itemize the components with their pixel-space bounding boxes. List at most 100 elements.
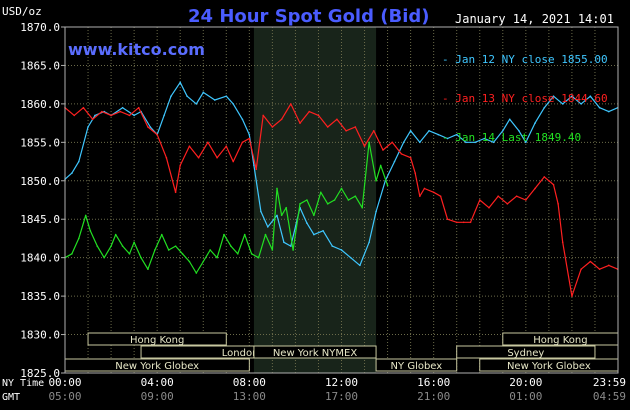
session-bar xyxy=(456,345,596,359)
series-point-1 xyxy=(207,141,209,144)
session-label: New York NYMEX xyxy=(273,348,358,359)
series-point-2 xyxy=(306,199,308,201)
y-tick-label: 1870.0 xyxy=(20,21,60,34)
series-point-1 xyxy=(255,168,258,171)
series-point-0 xyxy=(133,114,135,117)
nymex-band xyxy=(253,27,377,373)
series-point-1 xyxy=(232,160,235,163)
series-point-0 xyxy=(179,81,182,84)
unit-label: USD/oz xyxy=(2,5,42,18)
x-tick-label-ny: 00:00 xyxy=(48,376,81,389)
series-point-1 xyxy=(552,183,555,186)
series-point-2 xyxy=(319,191,322,194)
y-tick-label: 1860.0 xyxy=(20,98,60,111)
x-tick-label-ny: 12:00 xyxy=(325,376,358,389)
series-point-1 xyxy=(409,156,412,159)
series-point-0 xyxy=(428,130,430,132)
series-point-1 xyxy=(110,114,112,117)
series-point-0 xyxy=(266,226,269,228)
series-point-2 xyxy=(128,253,131,255)
series-point-0 xyxy=(241,118,244,121)
series-point-1 xyxy=(188,145,191,147)
series-point-0 xyxy=(580,103,582,105)
series-point-2 xyxy=(333,199,336,201)
series-point-1 xyxy=(299,122,301,124)
x-tick-label-gmt: 17:00 xyxy=(325,390,358,403)
series-point-1 xyxy=(469,221,472,224)
series-point-2 xyxy=(167,249,170,251)
series-point-0 xyxy=(543,106,546,109)
series-point-2 xyxy=(276,187,278,190)
series-point-2 xyxy=(154,249,156,251)
series-point-2 xyxy=(257,256,260,259)
series-point-0 xyxy=(260,210,262,213)
series-point-0 xyxy=(186,95,188,97)
series-point-2 xyxy=(121,245,124,247)
series-point-0 xyxy=(419,141,421,144)
series-point-2 xyxy=(114,233,117,236)
series-point-2 xyxy=(368,141,370,144)
series-point-1 xyxy=(345,130,347,132)
series-point-2 xyxy=(202,260,205,263)
session-label: New York Globex xyxy=(115,361,199,372)
series-point-0 xyxy=(121,106,124,109)
series-point-2 xyxy=(209,249,211,251)
y-tick-label: 1835.0 xyxy=(20,290,60,303)
series-point-1 xyxy=(363,145,366,147)
legend-entry-jan13: - Jan 13 NY close 1844.60 xyxy=(442,92,608,105)
series-point-0 xyxy=(393,160,396,163)
series-point-0 xyxy=(290,245,292,247)
series-point-2 xyxy=(230,245,232,247)
series-point-2 xyxy=(195,272,198,274)
series-point-1 xyxy=(290,103,292,105)
series-point-1 xyxy=(446,218,449,221)
series-point-2 xyxy=(110,245,112,247)
x-tick-label-gmt: 05:00 xyxy=(48,390,81,403)
series-point-0 xyxy=(409,130,412,132)
session-label: Sydney xyxy=(507,348,544,359)
y-tick-label: 1825.0 xyxy=(20,367,60,380)
series-point-2 xyxy=(326,203,329,205)
x-tick-label-ny: 08:00 xyxy=(233,376,266,389)
series-point-2 xyxy=(347,199,350,201)
series-point-0 xyxy=(170,95,172,97)
series-point-1 xyxy=(455,221,458,224)
session-bar xyxy=(87,332,227,346)
series-point-2 xyxy=(160,233,163,236)
session-label: NY Globex xyxy=(391,361,443,372)
series-point-2 xyxy=(84,214,87,217)
series-point-2 xyxy=(250,253,253,255)
ny-time-label: NY Time xyxy=(2,378,45,389)
series-point-0 xyxy=(483,137,486,140)
series-point-2 xyxy=(216,256,218,259)
series-point-1 xyxy=(423,187,426,190)
series-point-1 xyxy=(432,191,435,194)
series-point-0 xyxy=(78,160,80,163)
series-point-2 xyxy=(174,245,177,247)
series-point-1 xyxy=(548,179,550,182)
series-point-1 xyxy=(571,295,573,297)
series-point-1 xyxy=(317,114,320,117)
series-point-2 xyxy=(313,214,315,217)
series-point-1 xyxy=(73,114,76,117)
series-point-2 xyxy=(280,214,283,217)
series-point-1 xyxy=(308,110,311,113)
session-bar xyxy=(375,358,458,372)
series-point-0 xyxy=(71,172,73,174)
y-tick-label: 1855.0 xyxy=(20,136,60,149)
series-point-0 xyxy=(313,233,315,236)
series-point-1 xyxy=(598,268,601,271)
series-point-2 xyxy=(181,253,184,255)
legend-label-jan14: Jan 14 Last 1849.40 xyxy=(455,131,582,144)
series-point-1 xyxy=(165,156,168,159)
series-point-2 xyxy=(223,233,225,236)
series-point-1 xyxy=(372,130,375,132)
series-point-0 xyxy=(437,133,440,136)
series-point-0 xyxy=(534,122,536,124)
session-label: New York Globex xyxy=(507,361,591,372)
series-point-1 xyxy=(241,141,244,144)
series-point-2 xyxy=(140,256,142,259)
series-point-0 xyxy=(283,241,285,244)
series-point-0 xyxy=(501,130,504,132)
series-point-0 xyxy=(213,99,216,101)
